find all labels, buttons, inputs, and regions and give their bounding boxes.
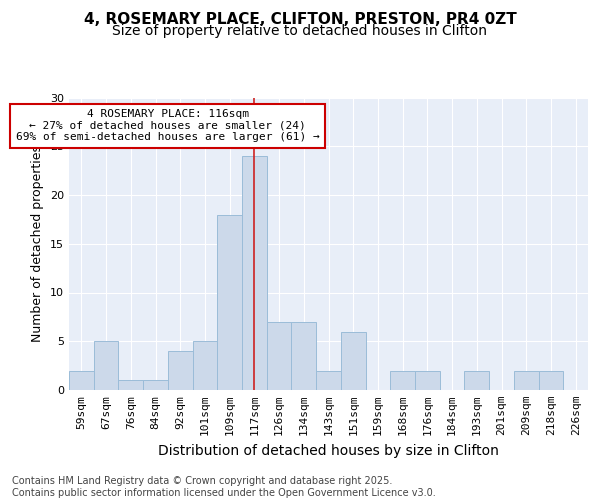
Bar: [118, 380, 143, 390]
Bar: [316, 370, 341, 390]
Bar: [217, 214, 242, 390]
Text: 4, ROSEMARY PLACE, CLIFTON, PRESTON, PR4 0ZT: 4, ROSEMARY PLACE, CLIFTON, PRESTON, PR4…: [83, 12, 517, 28]
X-axis label: Distribution of detached houses by size in Clifton: Distribution of detached houses by size …: [158, 444, 499, 458]
Bar: [292, 322, 316, 390]
Text: 4 ROSEMARY PLACE: 116sqm
← 27% of detached houses are smaller (24)
69% of semi-d: 4 ROSEMARY PLACE: 116sqm ← 27% of detach…: [16, 109, 320, 142]
Text: Contains HM Land Registry data © Crown copyright and database right 2025.
Contai: Contains HM Land Registry data © Crown c…: [12, 476, 436, 498]
Y-axis label: Number of detached properties: Number of detached properties: [31, 145, 44, 342]
Bar: [464, 370, 489, 390]
Bar: [341, 332, 365, 390]
Bar: [390, 370, 415, 390]
Bar: [168, 351, 193, 390]
Bar: [94, 341, 118, 390]
Text: Size of property relative to detached houses in Clifton: Size of property relative to detached ho…: [113, 24, 487, 38]
Bar: [193, 341, 217, 390]
Bar: [267, 322, 292, 390]
Bar: [514, 370, 539, 390]
Bar: [415, 370, 440, 390]
Bar: [69, 370, 94, 390]
Bar: [242, 156, 267, 390]
Bar: [539, 370, 563, 390]
Bar: [143, 380, 168, 390]
